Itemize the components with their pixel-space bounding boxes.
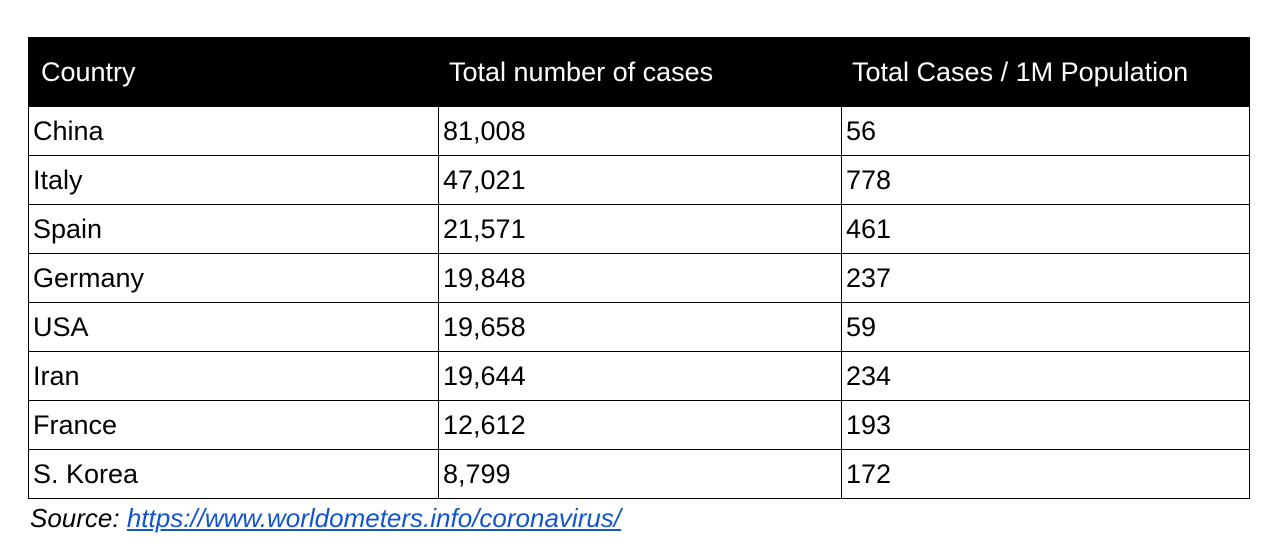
table-row: Spain 21,571 461	[28, 204, 1250, 254]
cell-total-cases: 19,644	[438, 351, 842, 401]
table-row: China 81,008 56	[28, 106, 1250, 156]
cell-cases-per-million: 234	[841, 351, 1250, 401]
cell-cases-per-million: 172	[841, 449, 1250, 499]
table-row: France 12,612 193	[28, 400, 1250, 450]
cell-country: France	[28, 400, 439, 450]
source-link[interactable]: https://www.worldometers.info/coronaviru…	[126, 503, 622, 533]
cell-country: Germany	[28, 253, 439, 303]
cell-cases-per-million: 237	[841, 253, 1250, 303]
table-header: Country Total number of cases Total Case…	[28, 37, 1250, 107]
cell-cases-per-million: 59	[841, 302, 1250, 352]
cell-country: Iran	[28, 351, 439, 401]
table-row: Italy 47,021 778	[28, 155, 1250, 205]
cell-country: Italy	[28, 155, 439, 205]
table-row: S. Korea 8,799 172	[28, 449, 1250, 499]
cases-table: Country Total number of cases Total Case…	[28, 37, 1250, 499]
cell-cases-per-million: 778	[841, 155, 1250, 205]
cell-country: Spain	[28, 204, 439, 254]
source-label: Source:	[30, 503, 120, 533]
header-total-cases: Total number of cases	[438, 37, 842, 107]
header-country: Country	[28, 37, 439, 107]
cell-country: USA	[28, 302, 439, 352]
cell-total-cases: 12,612	[438, 400, 842, 450]
cell-total-cases: 19,848	[438, 253, 842, 303]
cell-total-cases: 8,799	[438, 449, 842, 499]
cell-cases-per-million: 461	[841, 204, 1250, 254]
table-row: Iran 19,644 234	[28, 351, 1250, 401]
cell-total-cases: 81,008	[438, 106, 842, 156]
cell-total-cases: 47,021	[438, 155, 842, 205]
cell-country: S. Korea	[28, 449, 439, 499]
source-note: Source: https://www.worldometers.info/co…	[30, 503, 621, 534]
table-row: USA 19,658 59	[28, 302, 1250, 352]
cell-total-cases: 19,658	[438, 302, 842, 352]
table-body: China 81,008 56 Italy 47,021 778 Spain 2…	[28, 106, 1250, 499]
cell-cases-per-million: 193	[841, 400, 1250, 450]
cell-cases-per-million: 56	[841, 106, 1250, 156]
cell-total-cases: 21,571	[438, 204, 842, 254]
cell-country: China	[28, 106, 439, 156]
table-row: Germany 19,848 237	[28, 253, 1250, 303]
header-cases-per-million: Total Cases / 1M Population	[841, 37, 1250, 107]
header-row: Country Total number of cases Total Case…	[28, 37, 1250, 107]
